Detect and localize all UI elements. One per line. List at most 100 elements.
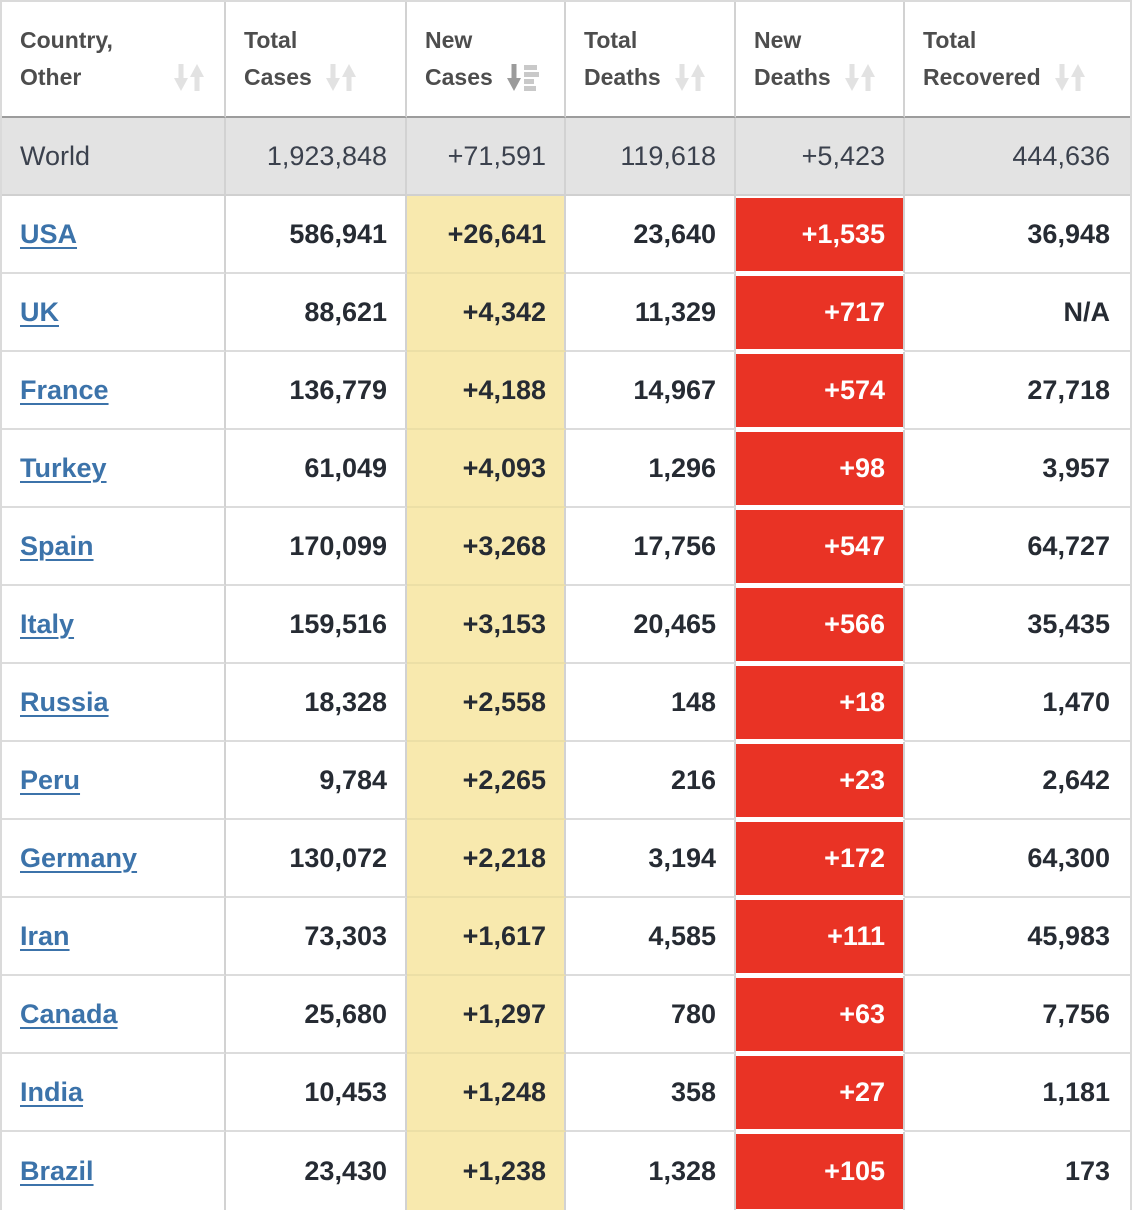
country-link[interactable]: Canada [20,998,118,1029]
header-label-line2: Cases [244,64,312,90]
new-deaths-cell: +717 [736,274,905,352]
country-link[interactable]: France [20,374,109,405]
new-cases-cell: +1,297 [407,976,566,1054]
world-new-deaths-cell: +5,423 [736,118,905,196]
new-deaths-value: +18 [736,666,903,739]
world-total-deaths-cell: 119,618 [566,118,736,196]
country-link[interactable]: Iran [20,920,70,951]
total-recovered-cell: 64,300 [905,820,1130,898]
new-deaths-value: +172 [736,822,903,895]
header-label-line1: Country, [20,27,113,53]
country-link[interactable]: USA [20,218,78,249]
table-row: Germany 130,072 +2,218 3,194 +172 64,300 [2,820,1130,898]
country-link[interactable]: Russia [20,686,109,717]
table-row: Italy 159,516 +3,153 20,465 +566 35,435 [2,586,1130,664]
total-recovered-cell: 3,957 [905,430,1130,508]
country-cell: India [2,1054,226,1132]
total-recovered-cell: 35,435 [905,586,1130,664]
header-label-line2: Deaths [584,64,661,90]
country-cell: Germany [2,820,226,898]
new-deaths-value: +574 [736,354,903,427]
world-new-cases-cell: +71,591 [407,118,566,196]
new-deaths-value: +547 [736,510,903,583]
total-cases-cell: 170,099 [226,508,407,586]
total-deaths-cell: 20,465 [566,586,736,664]
column-header-total-cases[interactable]: Total Cases [226,2,407,118]
country-link[interactable]: Brazil [20,1155,94,1186]
new-cases-cell: +2,218 [407,820,566,898]
new-deaths-cell: +111 [736,898,905,976]
column-header-country-other[interactable]: Country, Other [2,2,226,118]
country-link[interactable]: Germany [20,842,138,873]
column-header-total-recovered[interactable]: Total Recovered [905,2,1130,118]
table-row: Peru 9,784 +2,265 216 +23 2,642 [2,742,1130,820]
new-deaths-cell: +18 [736,664,905,742]
column-header-new-cases[interactable]: New Cases [407,2,566,118]
total-recovered-cell: 27,718 [905,352,1130,430]
new-deaths-cell: +98 [736,430,905,508]
new-cases-cell: +2,558 [407,664,566,742]
new-deaths-value: +27 [736,1056,903,1129]
table-row: Iran 73,303 +1,617 4,585 +111 45,983 [2,898,1130,976]
world-label: World [20,140,91,171]
new-cases-cell: +26,641 [407,196,566,274]
header-label-line1: Total [923,27,977,53]
new-deaths-value: +717 [736,276,903,349]
new-deaths-cell: +1,535 [736,196,905,274]
total-cases-cell: 88,621 [226,274,407,352]
total-recovered-cell: 1,470 [905,664,1130,742]
column-header-total-deaths[interactable]: Total Deaths [566,2,736,118]
new-cases-cell: +4,188 [407,352,566,430]
world-total-cases-cell: 1,923,848 [226,118,407,196]
total-cases-cell: 586,941 [226,196,407,274]
header-label-line1: New [425,27,473,53]
total-deaths-cell: 3,194 [566,820,736,898]
table-row: France 136,779 +4,188 14,967 +574 27,718 [2,352,1130,430]
new-deaths-value: +98 [736,432,903,505]
new-deaths-value: +105 [736,1134,903,1209]
header-label-line1: New [754,27,802,53]
total-recovered-cell: 45,983 [905,898,1130,976]
table-body: USA 586,941 +26,641 23,640 +1,535 36,948… [2,196,1130,1210]
country-link[interactable]: Peru [20,764,81,795]
total-recovered-cell: 1,181 [905,1054,1130,1132]
column-header-new-deaths[interactable]: New Deaths [736,2,905,118]
new-deaths-cell: +63 [736,976,905,1054]
header-label-line2: Recovered [923,64,1041,90]
total-recovered-cell: 64,727 [905,508,1130,586]
sort-both-icon [325,64,356,91]
sort-both-icon [174,64,204,91]
new-deaths-cell: +23 [736,742,905,820]
table-row: Turkey 61,049 +4,093 1,296 +98 3,957 [2,430,1130,508]
total-recovered-cell: 173 [905,1132,1130,1210]
table-row: India 10,453 +1,248 358 +27 1,181 [2,1054,1130,1132]
country-cell: Peru [2,742,226,820]
new-deaths-cell: +566 [736,586,905,664]
total-cases-cell: 159,516 [226,586,407,664]
sort-both-icon [674,64,705,91]
country-cell: Italy [2,586,226,664]
country-link[interactable]: India [20,1076,84,1107]
header-label-line2: Other [20,64,82,90]
new-deaths-cell: +105 [736,1132,905,1210]
total-cases-cell: 61,049 [226,430,407,508]
total-deaths-cell: 780 [566,976,736,1054]
country-link[interactable]: UK [20,296,59,327]
total-deaths-cell: 1,328 [566,1132,736,1210]
table-row: Spain 170,099 +3,268 17,756 +547 64,727 [2,508,1130,586]
total-recovered-cell: N/A [905,274,1130,352]
new-deaths-value: +1,535 [736,198,903,271]
table-row: Russia 18,328 +2,558 148 +18 1,470 [2,664,1130,742]
country-cell: USA [2,196,226,274]
world-row: World 1,923,848 +71,591 119,618 +5,423 4… [2,118,1130,196]
country-cell: Brazil [2,1132,226,1210]
total-cases-cell: 23,430 [226,1132,407,1210]
world-total-recovered-cell: 444,636 [905,118,1130,196]
country-link[interactable]: Spain [20,530,94,561]
header-label-line2: Deaths [754,64,831,90]
country-link[interactable]: Italy [20,608,75,639]
country-cell: Turkey [2,430,226,508]
new-cases-cell: +1,617 [407,898,566,976]
country-link[interactable]: Turkey [20,452,107,483]
total-cases-cell: 130,072 [226,820,407,898]
